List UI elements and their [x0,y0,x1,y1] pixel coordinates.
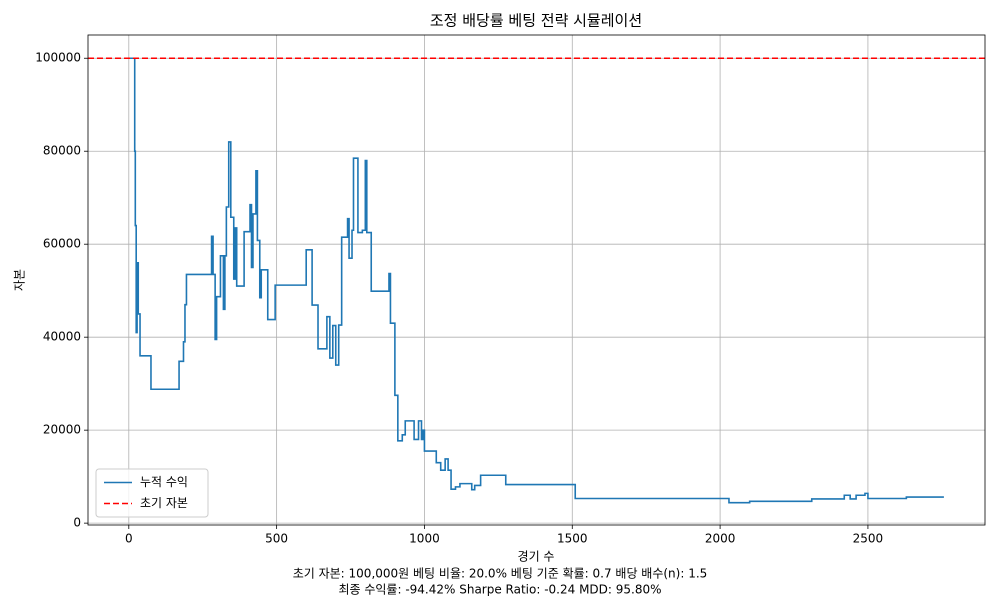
y-tick-label: 60000 [43,237,81,251]
x-tick-label: 1500 [557,532,588,546]
footer-line: 초기 자본: 100,000원 베팅 비율: 20.0% 베팅 기준 확률: 0… [293,567,708,581]
y-tick-label: 0 [73,516,81,530]
x-tick-label: 2500 [853,532,884,546]
y-tick-label: 100000 [35,51,81,65]
legend-label: 초기 자본 [140,496,188,510]
y-tick-label: 80000 [43,144,81,158]
data-line [128,57,944,504]
plot-frame [87,34,986,526]
x-tick-label: 500 [265,532,288,546]
footer-line: 최종 수익률: -94.42% Sharpe Ratio: -0.24 MDD:… [338,583,661,597]
legend-label: 누적 수익 [140,475,188,489]
y-tick-label: 20000 [43,423,81,437]
chart-title: 조정 배당률 베팅 전략 시뮬레이션 [430,12,642,30]
x-tick-label: 2000 [705,532,736,546]
x-tick-label: 0 [125,532,133,546]
x-axis-label: 경기 수 [518,550,555,564]
y-axis-label: 자본 [13,269,27,291]
y-tick-label: 40000 [43,330,81,344]
x-tick-label: 1000 [409,532,440,546]
legend-box [95,468,209,518]
